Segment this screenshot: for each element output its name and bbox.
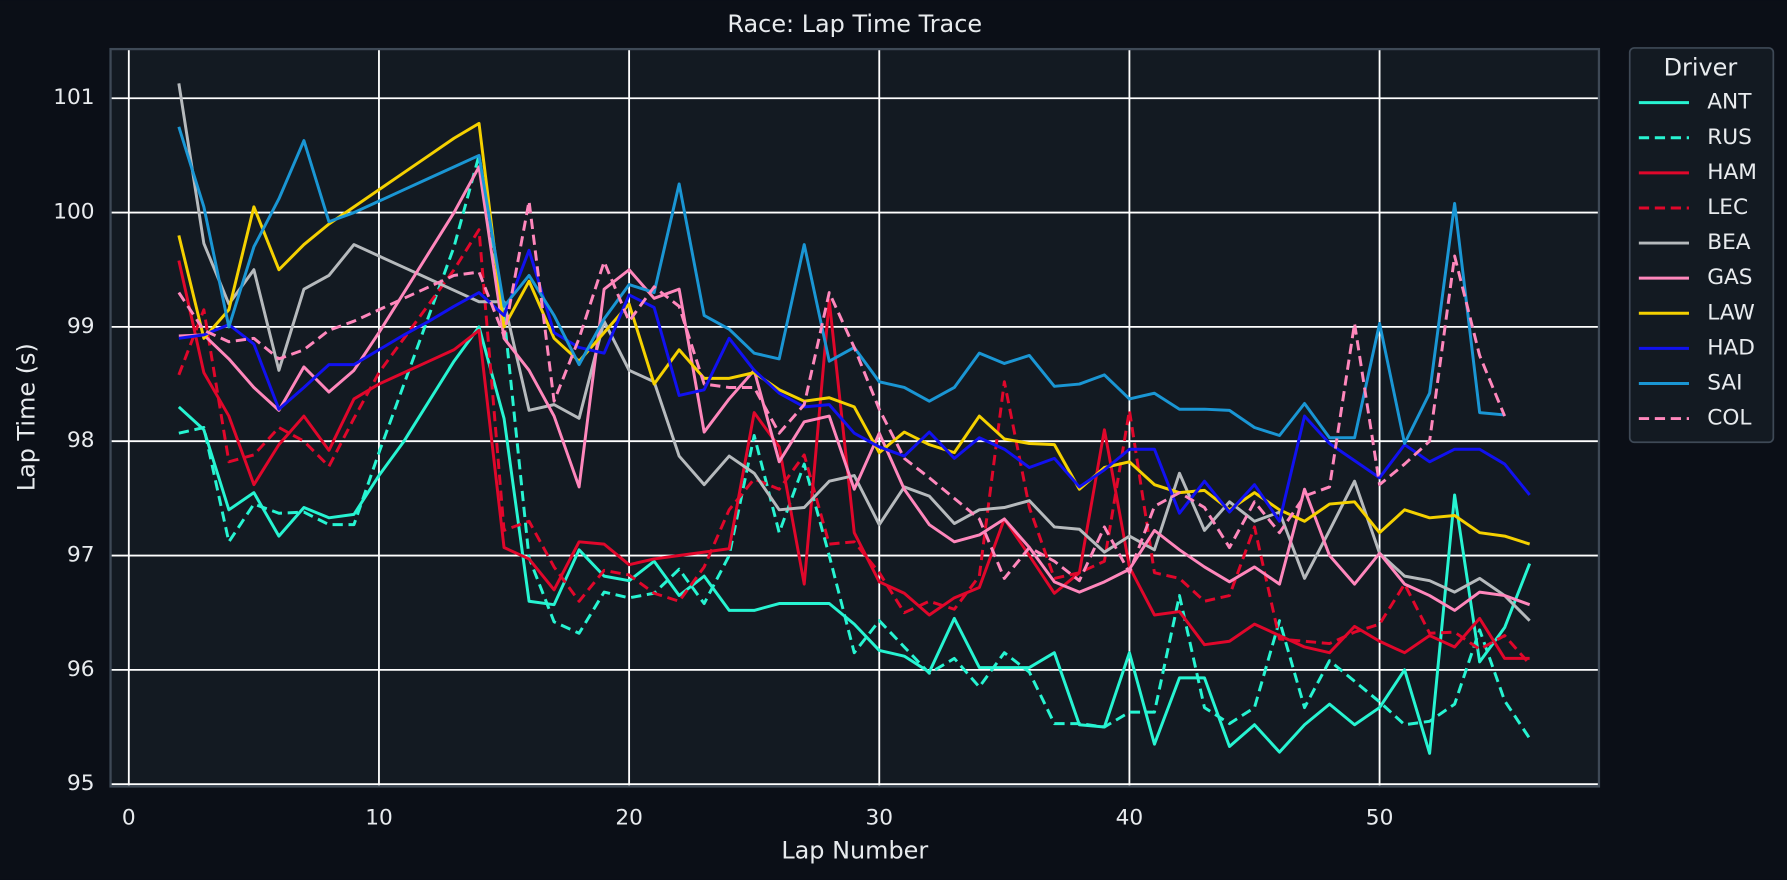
x-tick-label: 0: [122, 805, 136, 830]
lines: [177, 83, 1532, 755]
series-line: [177, 325, 1532, 755]
legend-label: BEA: [1707, 230, 1751, 255]
plot-area: [110, 49, 1599, 787]
ticks: 0 10 20 30 40 50 95 96 97 98 99 100 101: [53, 85, 1393, 830]
chart-title: Race: Lap Time Trace: [727, 10, 982, 38]
series-line: [177, 126, 1505, 445]
x-tick-label: 20: [615, 805, 643, 830]
series-line: [178, 248, 1531, 523]
y-tick-label: 95: [67, 771, 95, 796]
grid: [110, 49, 1599, 787]
y-tick-label: 96: [67, 657, 95, 682]
y-tick-label: 98: [67, 428, 95, 453]
x-tick-label: 30: [865, 805, 893, 830]
legend-label: LEC: [1707, 195, 1748, 220]
legend-label: HAD: [1707, 335, 1755, 360]
legend-label: SAI: [1707, 370, 1742, 395]
series-line: [177, 260, 1530, 660]
legend-label: GAS: [1707, 265, 1752, 290]
series-line: [177, 121, 1531, 546]
series-line: [177, 228, 1531, 666]
y-tick-label: 100: [53, 200, 94, 225]
y-tick-label: 101: [53, 85, 94, 110]
x-tick-label: 50: [1366, 805, 1394, 830]
legend-label: LAW: [1707, 300, 1755, 325]
y-axis-label: Lap Time (s): [12, 343, 40, 491]
x-tick-label: 10: [365, 805, 393, 830]
y-tick-label: 99: [67, 314, 95, 339]
x-axis-label: Lap Number: [781, 836, 928, 864]
legend-box: [1628, 47, 1775, 444]
series-line: [177, 83, 1531, 622]
legend: Driver ANT RUS HAM LEC BEA GAS LAW HAD SAI COL: [1628, 47, 1775, 444]
legend-title: Driver: [1664, 53, 1738, 81]
plot-frame: [109, 47, 1601, 788]
legend-label: RUS: [1707, 125, 1752, 150]
x-tick-label: 40: [1116, 805, 1144, 830]
series-line: [178, 165, 1531, 612]
y-tick-label: 97: [67, 543, 95, 568]
series-line: [178, 153, 1531, 740]
legend-label: COL: [1707, 406, 1751, 431]
legend-label: ANT: [1707, 90, 1752, 115]
legend-label: HAM: [1707, 160, 1757, 185]
series-line: [177, 199, 1507, 583]
